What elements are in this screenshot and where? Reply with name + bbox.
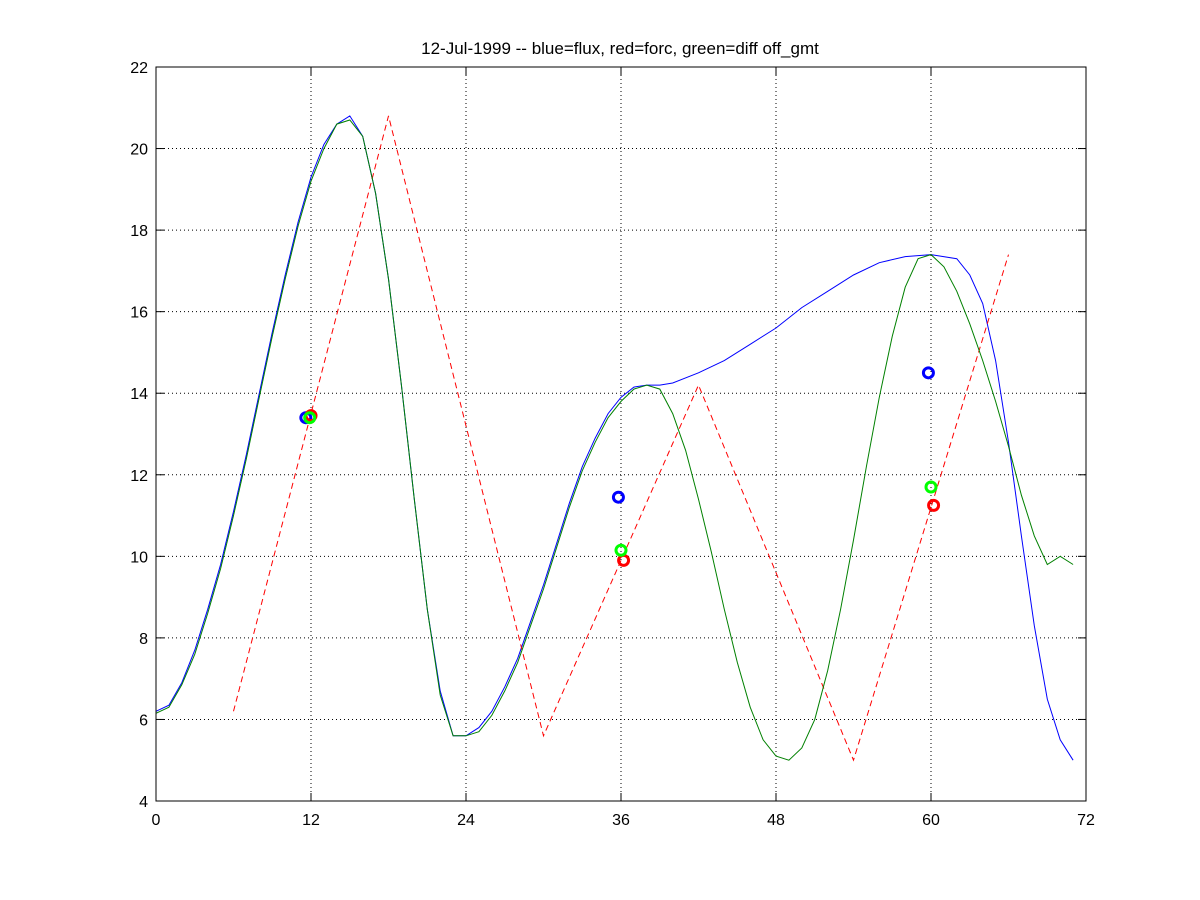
y-tick-label: 4	[139, 794, 148, 811]
marker-diff	[924, 480, 938, 494]
marker-diff	[303, 411, 317, 425]
y-tick-label: 16	[130, 305, 148, 322]
series-forc-line	[233, 115, 1009, 762]
x-tick-label: 12	[302, 812, 320, 829]
y-tick-label: 18	[130, 223, 148, 240]
y-tick-label: 8	[139, 631, 148, 648]
x-tick-label: 60	[922, 812, 940, 829]
y-tick-label: 12	[130, 468, 148, 485]
plot-area	[156, 67, 1086, 801]
y-tick-label: 20	[130, 142, 148, 159]
series-markers	[299, 366, 941, 567]
chart-title: 12-Jul-1999 -- blue=flux, red=forc, gree…	[421, 39, 819, 58]
x-tick-label: 24	[457, 812, 475, 829]
marker-diff	[614, 543, 628, 557]
x-tick-label: 36	[612, 812, 630, 829]
y-tick-label: 10	[130, 549, 148, 566]
marker-forc	[927, 498, 941, 512]
y-tick-label: 14	[130, 386, 148, 403]
x-tick-label: 48	[767, 812, 785, 829]
series-diff-line	[155, 119, 1074, 761]
x-tick-label: 72	[1077, 812, 1095, 829]
x-tick-label: 0	[152, 812, 161, 829]
y-tick-label: 22	[130, 60, 148, 77]
marker-flux	[611, 490, 625, 504]
marker-flux	[921, 366, 935, 380]
y-tick-label: 6	[139, 712, 148, 729]
series-lines	[155, 115, 1074, 762]
axis-ticks: 0 12 24 36 48 60 72 4 6 8 10 12 14 16 18 20 22	[130, 60, 1095, 829]
